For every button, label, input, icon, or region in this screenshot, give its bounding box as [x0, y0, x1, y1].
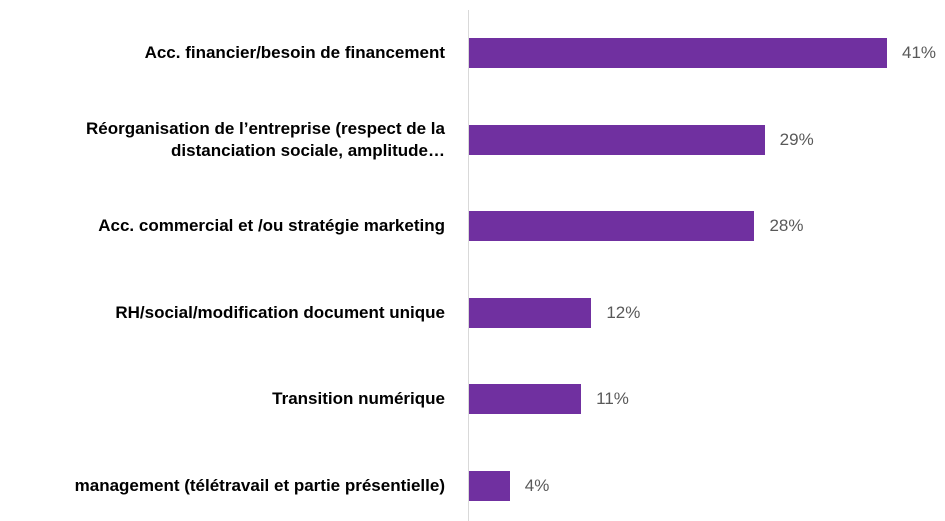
bar	[469, 297, 592, 328]
category-label: Acc. commercial et /ou stratégie marketi…	[98, 216, 445, 235]
value-label: 41%	[902, 43, 937, 62]
bar	[469, 211, 755, 241]
value-label: 4%	[524, 475, 550, 495]
category-label: management (télétravail et partie présen…	[74, 475, 445, 495]
value-label: 28%	[769, 216, 804, 235]
value-label: 11%	[596, 389, 629, 408]
category-label: Acc. financier/besoin de financement	[144, 43, 445, 62]
bar	[469, 384, 582, 414]
value-label: 12%	[606, 302, 641, 322]
bar	[469, 124, 765, 155]
bar	[469, 470, 510, 501]
value-label: 29%	[779, 129, 814, 149]
category-label: Réorganisation de l’entreprise (respect …	[85, 118, 445, 160]
category-label: Transition numérique	[272, 389, 445, 408]
bar	[469, 38, 887, 68]
category-label: RH/social/modification document unique	[115, 302, 445, 322]
axis-line	[468, 10, 469, 521]
